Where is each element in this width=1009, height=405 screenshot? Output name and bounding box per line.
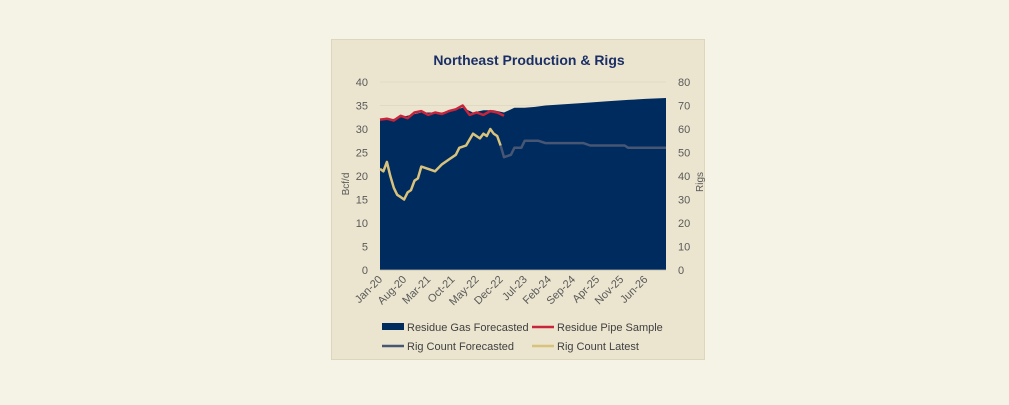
chart-card: Northeast Production & Rigs 0 5 10 15 20 25 30… [331, 39, 706, 360]
chart-svg: Northeast Production & Rigs 0 5 10 15 20 25 30… [341, 52, 706, 353]
y-tick-label: 15 [356, 195, 368, 207]
y2-tick-label: 70 [678, 101, 690, 113]
y2-tick-label: 50 [678, 148, 690, 160]
y2-axis-label: Rigs [695, 172, 706, 192]
area-series-group [380, 98, 666, 270]
y2-tick-label: 0 [678, 265, 684, 277]
y-tick-label: 20 [356, 171, 368, 183]
y-tick-label: 40 [356, 77, 368, 89]
y-tick-label: 25 [356, 148, 368, 160]
y-axis-label: Bcf/d [341, 173, 352, 196]
legend-label-rig-count-latest: Rig Count Latest [557, 341, 639, 353]
x-tick-label: Jun-26 [618, 274, 650, 306]
legend-label-residue-pipe-sample: Residue Pipe Sample [557, 322, 663, 334]
y-tick-label: 5 [362, 242, 368, 254]
y2-tick-label: 80 [678, 77, 690, 89]
y-tick-label: 10 [356, 218, 368, 230]
y-tick-label: 30 [356, 124, 368, 136]
y2-tick-label: 20 [678, 218, 690, 230]
y2-tick-label: 60 [678, 124, 690, 136]
series-line-rig-count-forecasted [499, 139, 666, 159]
right-axis-ticks: 0 10 20 30 40 50 60 70 80 [678, 77, 690, 277]
y2-tick-label: 30 [678, 195, 690, 207]
legend-label-rig-count-forecasted: Rig Count Forecasted [407, 341, 514, 353]
series-area-residue-gas-forecasted [380, 98, 666, 270]
left-axis-ticks: 0 5 10 15 20 25 30 35 40 [356, 77, 368, 277]
y-tick-label: 0 [362, 265, 368, 277]
legend-swatch-residue-gas-forecasted [382, 323, 404, 330]
chart-title: Northeast Production & Rigs [433, 52, 625, 68]
line-series-group [379, 104, 666, 271]
y2-tick-label: 40 [678, 171, 690, 183]
series-line-residue-pipe-sample [379, 104, 505, 122]
y-tick-label: 35 [356, 101, 368, 113]
legend-label-residue-gas-forecasted: Residue Gas Forecasted [407, 322, 529, 334]
legend: Residue Gas Forecasted Residue Pipe Sampl… [382, 322, 663, 353]
x-axis-ticks: Jan-20Aug-20Mar-21Oct-21May-22Dec-22Jul-… [353, 274, 651, 308]
y2-tick-label: 10 [678, 242, 690, 254]
series-line-rig-count-latest [379, 127, 502, 201]
